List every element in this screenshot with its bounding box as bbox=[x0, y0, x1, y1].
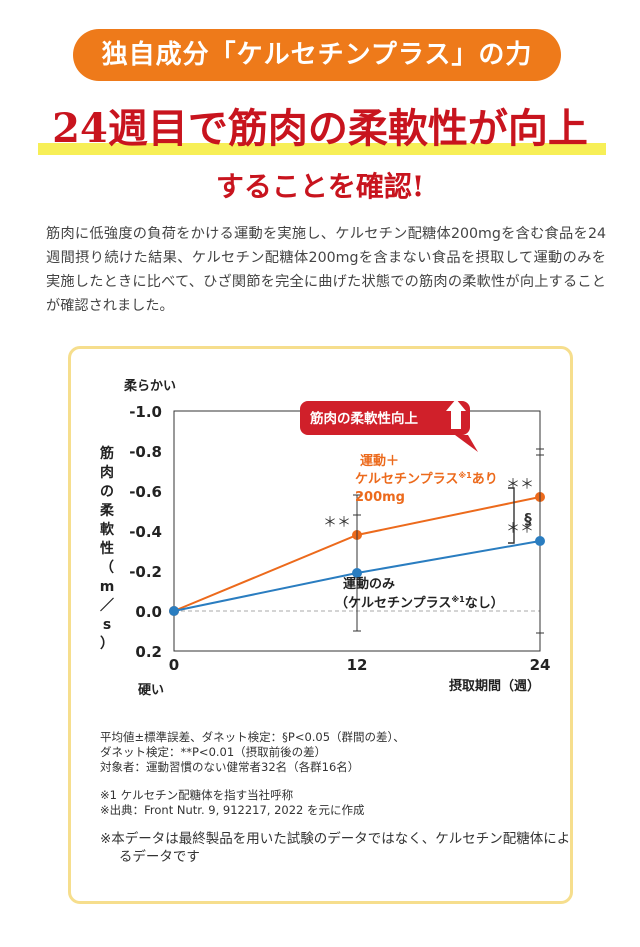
chart-notes: 平均値±標準誤差、ダネット検定：§P<0.05（群間の差）、 ダネット検定：**… bbox=[100, 730, 560, 818]
y-axis-title-char: m bbox=[100, 579, 115, 595]
x-tick-label: 24 bbox=[530, 656, 551, 674]
section-pill: 独自成分「ケルセチンプラス」の力 bbox=[73, 29, 561, 81]
y-tick-label: 0.0 bbox=[135, 603, 162, 621]
data-point bbox=[535, 536, 545, 546]
data-point bbox=[352, 568, 362, 578]
y-bottom-label: 硬い bbox=[138, 683, 164, 698]
y-tick-label: -0.2 bbox=[129, 563, 162, 581]
y-axis-title-char: ） bbox=[100, 636, 114, 652]
y-tick-label: -0.4 bbox=[129, 523, 162, 541]
series-2: ＊＊ bbox=[169, 448, 545, 634]
intro-paragraph: 筋肉に低強度の負荷をかける運動を実施し、ケルセチン配糖体200mgを含む食品を2… bbox=[46, 226, 606, 314]
x-axis-title: 摂取期間（週） bbox=[449, 678, 540, 694]
subheadline: することを確認! bbox=[215, 170, 425, 203]
svg-text:200mg: 200mg bbox=[355, 490, 405, 505]
y-axis-title-char: 性 bbox=[100, 540, 114, 557]
y-axis-title-char: s bbox=[103, 617, 111, 633]
headline: 24週目で筋肉の柔軟性が向上 bbox=[52, 105, 588, 152]
y-axis-title: 筋肉の柔軟性 （ m ／ s ） bbox=[99, 445, 115, 652]
up-arrow-icon bbox=[446, 399, 466, 429]
y-axis-title-char: 筋 bbox=[100, 445, 114, 462]
headline-highlight bbox=[38, 143, 606, 155]
y-tick-label: -0.6 bbox=[129, 483, 162, 501]
series-2-label: 運動のみ （ケルセチンプラス※1なし） bbox=[335, 576, 504, 611]
svg-text:運動のみ: 運動のみ bbox=[343, 576, 395, 592]
note-line: ※1 ケルセチン配糖体を指す当社呼称 bbox=[100, 788, 294, 802]
x-tick-label: 12 bbox=[347, 656, 368, 674]
note-line: 平均値±標準誤差、ダネット検定：§P<0.05（群間の差）、 bbox=[100, 730, 405, 744]
callout-text: 筋肉の柔軟性向上 bbox=[310, 410, 418, 427]
y-tick-label: -1.0 bbox=[129, 403, 162, 421]
y-axis-title-char: （ bbox=[100, 560, 114, 576]
significance-marker: ＊＊ bbox=[506, 521, 534, 537]
series-1-label: 運動＋ケルセチンプラス※1あり 200mg bbox=[355, 453, 498, 505]
y-axis-title-char: の bbox=[100, 484, 114, 500]
data-point bbox=[169, 606, 179, 616]
note-line: 対象者：運動習慣のない健常者32名（各群16名） bbox=[100, 760, 360, 774]
series-1: ＊＊ ＊＊ bbox=[169, 454, 545, 616]
y-axis-title-char: 肉 bbox=[100, 464, 114, 481]
svg-text:ケルセチンプラス※1あり: ケルセチンプラス※1あり bbox=[355, 470, 498, 487]
y-axis-title-char: 柔 bbox=[99, 503, 115, 519]
significance-bracket: § bbox=[508, 487, 532, 544]
svg-text:（ケルセチンプラス※1なし）: （ケルセチンプラス※1なし） bbox=[335, 594, 504, 611]
y-axis-title-char: 軟 bbox=[100, 521, 115, 538]
y-tick-label: 0.2 bbox=[135, 643, 162, 661]
y-tick-label: -0.8 bbox=[129, 443, 162, 461]
svg-text:運動＋: 運動＋ bbox=[360, 453, 399, 469]
bracket-line bbox=[508, 487, 515, 544]
chart-card bbox=[68, 346, 573, 904]
significance-marker: ＊＊ bbox=[506, 477, 534, 493]
x-tick-label: 0 bbox=[169, 656, 179, 674]
data-disclaimer: ※本データは最終製品を用いた試験のデータではなく、ケルセチン配糖体によるデータで… bbox=[100, 831, 571, 865]
y-axis-title-char: ／ bbox=[100, 598, 114, 614]
callout-tail bbox=[455, 435, 478, 452]
note-line: ※出典：Front Nutr. 9, 912217, 2022 を元に作成 bbox=[100, 803, 365, 817]
significance-marker: ＊＊ bbox=[323, 515, 351, 531]
note-line: ダネット検定：**P<0.01（摂取前後の差） bbox=[100, 745, 327, 759]
bracket-label: § bbox=[524, 510, 532, 528]
callout-badge: 筋肉の柔軟性向上 bbox=[300, 399, 478, 452]
callout-box bbox=[300, 401, 470, 435]
y-top-label: 柔らかい bbox=[123, 379, 176, 394]
